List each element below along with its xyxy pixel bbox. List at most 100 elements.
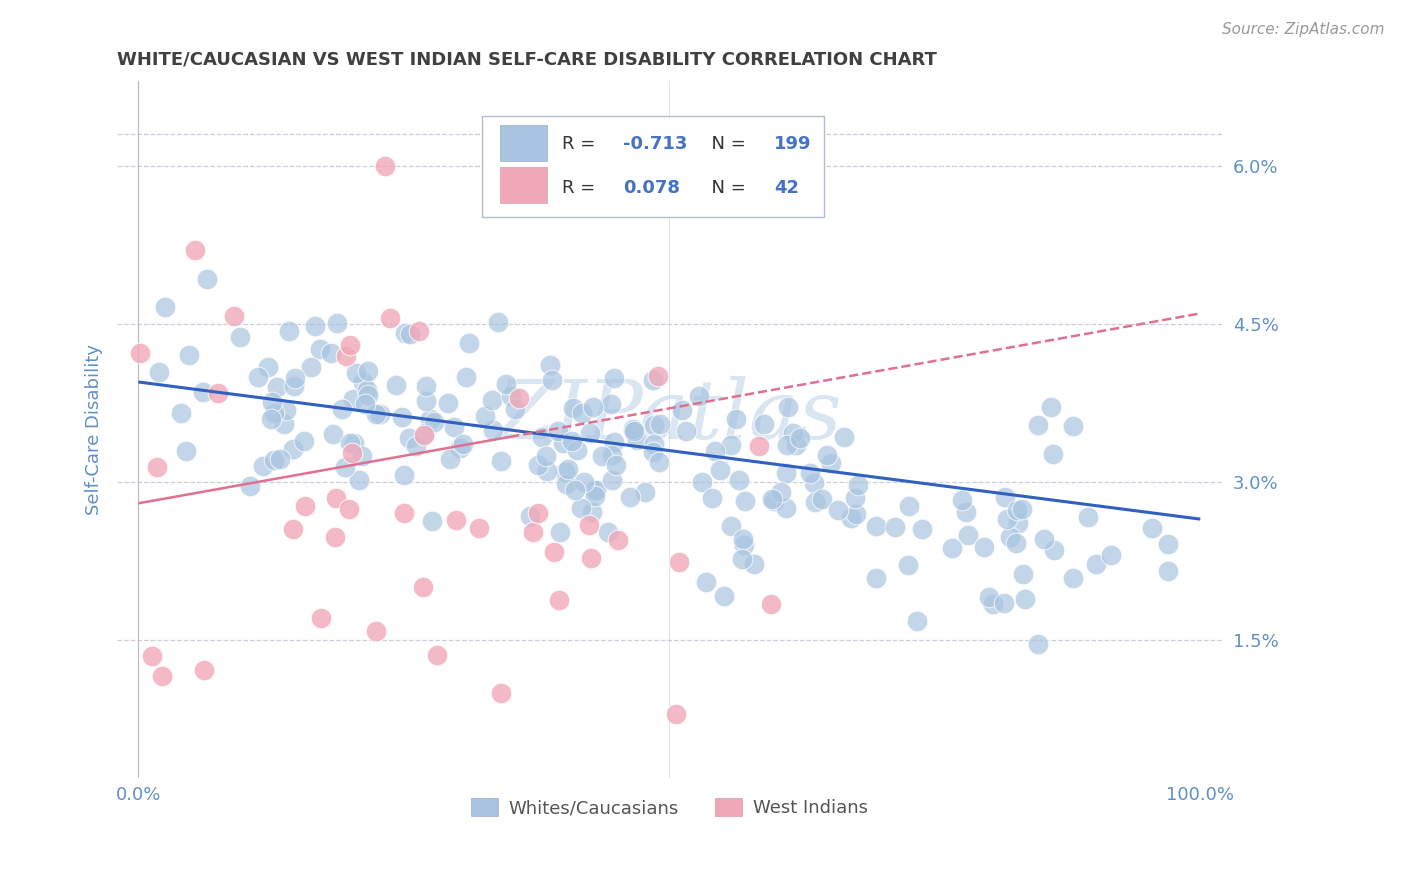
Point <box>1157 565 1180 579</box>
Text: R =: R = <box>562 178 602 197</box>
Point <box>262 394 284 409</box>
Point <box>883 519 905 533</box>
Point <box>911 522 934 536</box>
Point <box>643 418 665 433</box>
Point <box>571 406 593 420</box>
Point <box>321 346 343 360</box>
Point <box>184 243 207 257</box>
Point <box>606 533 628 547</box>
Point <box>846 478 869 492</box>
Point <box>695 574 717 589</box>
Point <box>394 326 416 340</box>
Point <box>337 502 360 516</box>
Point <box>419 411 441 425</box>
Text: N =: N = <box>700 135 752 153</box>
Point <box>720 437 742 451</box>
Point <box>643 373 665 387</box>
Point <box>266 380 288 394</box>
Point <box>344 366 367 380</box>
Point <box>436 396 458 410</box>
Point <box>626 433 648 447</box>
Point <box>299 360 322 375</box>
Point <box>263 406 285 420</box>
Point <box>799 466 821 480</box>
Point <box>600 397 623 411</box>
Point <box>550 525 572 540</box>
Point <box>273 417 295 431</box>
Point <box>983 597 1005 611</box>
Point <box>263 453 285 467</box>
Point <box>356 383 378 397</box>
Point <box>276 402 298 417</box>
Point <box>1026 637 1049 651</box>
Point <box>700 491 723 506</box>
Point <box>368 407 391 421</box>
Point <box>1011 567 1033 582</box>
Point <box>554 465 576 479</box>
Point <box>482 423 505 437</box>
Point <box>146 459 169 474</box>
Point <box>177 348 200 362</box>
Point <box>443 419 465 434</box>
Point <box>155 300 177 314</box>
Point <box>193 663 215 677</box>
Point <box>956 527 979 541</box>
Point <box>643 436 665 450</box>
Point <box>752 417 775 432</box>
Point <box>457 336 479 351</box>
Point <box>748 439 770 453</box>
Point <box>385 378 408 392</box>
Point <box>408 324 430 338</box>
Text: R =: R = <box>562 135 602 153</box>
Point <box>451 436 474 450</box>
Point <box>1043 543 1066 558</box>
Point <box>993 596 1015 610</box>
Point <box>905 615 928 629</box>
Point <box>704 444 727 458</box>
Point <box>474 409 496 424</box>
Point <box>634 485 657 500</box>
Point <box>129 346 152 360</box>
Point <box>621 421 644 435</box>
Point <box>973 540 995 554</box>
Point <box>536 464 558 478</box>
Point <box>555 476 578 491</box>
Point <box>865 519 887 533</box>
Point <box>581 505 603 519</box>
Point <box>391 410 413 425</box>
Point <box>449 441 471 455</box>
Point <box>845 508 868 522</box>
Point <box>534 449 557 463</box>
Point <box>1140 521 1163 535</box>
Point <box>252 458 274 473</box>
Text: 42: 42 <box>775 178 799 197</box>
Point <box>446 513 468 527</box>
Point <box>641 445 664 459</box>
Point <box>775 500 797 515</box>
Point <box>761 491 783 506</box>
Point <box>257 360 280 375</box>
Point <box>415 394 437 409</box>
FancyBboxPatch shape <box>482 116 824 217</box>
Point <box>955 505 977 519</box>
Text: WHITE/CAUCASIAN VS WEST INDIAN SELF-CARE DISABILITY CORRELATION CHART: WHITE/CAUCASIAN VS WEST INDIAN SELF-CARE… <box>117 51 936 69</box>
Point <box>647 369 669 384</box>
Point <box>668 555 690 569</box>
Point <box>583 489 606 503</box>
Point <box>731 552 754 566</box>
Point <box>709 463 731 477</box>
Point <box>1084 557 1107 571</box>
Point <box>530 430 553 444</box>
Point <box>399 327 422 342</box>
Point <box>222 309 245 323</box>
Point <box>579 425 602 440</box>
Point <box>827 503 849 517</box>
Point <box>486 315 509 329</box>
Point <box>335 349 357 363</box>
Point <box>897 558 920 572</box>
Point <box>420 514 443 528</box>
Point <box>322 427 344 442</box>
Point <box>619 490 641 504</box>
Point <box>776 438 799 452</box>
Point <box>690 475 713 490</box>
